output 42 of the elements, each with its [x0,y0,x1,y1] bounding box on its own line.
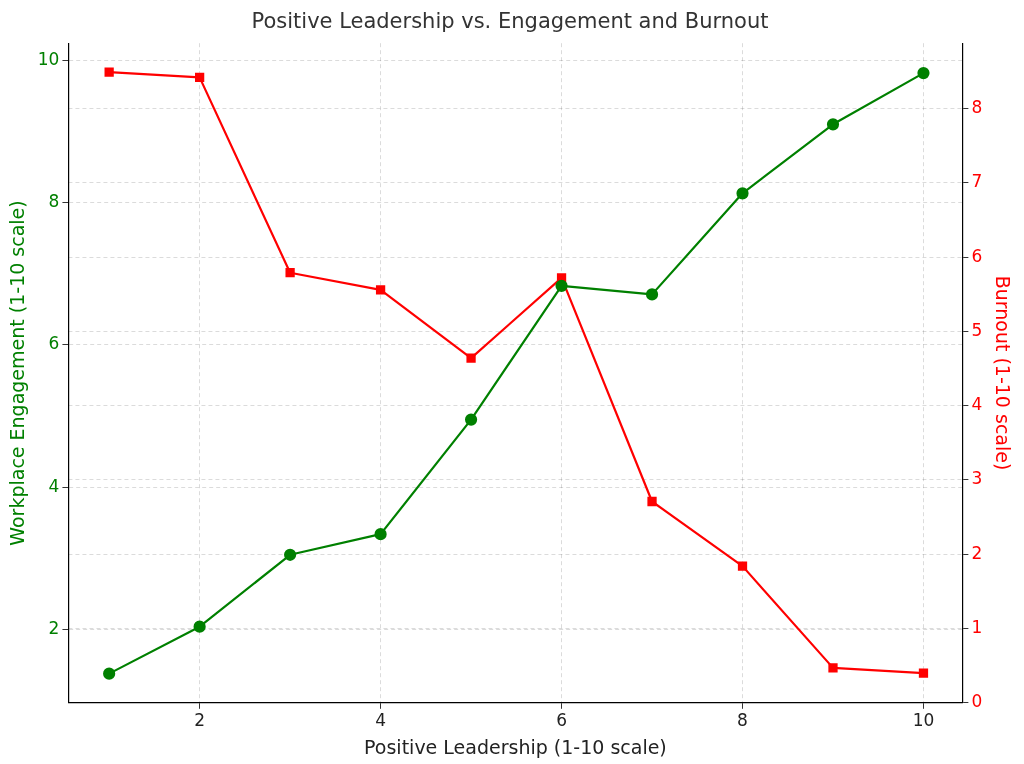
point [736,187,749,200]
y-tick-label: 4 [48,475,60,496]
chart-title: Positive Leadership vs. Engagement and Burnout [251,9,769,34]
point [647,496,657,507]
point [194,72,205,82]
y2-axis-title: Burnout (1-10 scale) [991,275,1014,471]
x-tick-label: 4 [375,710,387,731]
y2-tick-label: 1 [971,616,983,637]
point [828,663,838,673]
point [645,288,659,301]
y2-tick-label: 0 [971,691,983,712]
x-tick-label: 2 [194,710,206,731]
point [374,528,387,541]
y-axis-title: Workplace Engagement (1-10 scale) [6,200,29,546]
x-tick-label: 6 [556,710,567,731]
point [555,279,568,292]
point [918,668,929,678]
point [104,67,114,77]
point [284,548,297,561]
point [103,667,116,680]
point [917,66,930,80]
point [375,285,386,295]
y2-tick-label: 3 [971,468,983,489]
point [193,620,206,633]
y-tick-label: 10 [37,48,60,69]
y2-tick-label: 2 [971,542,983,563]
y2-tick-label: 6 [971,245,983,266]
y2-tick-label: 5 [971,319,983,340]
point [826,118,840,131]
y-tick-label: 2 [48,617,60,638]
x-axis-title: Positive Leadership (1-10 scale) [364,735,667,758]
point [737,561,748,571]
y-tick-label: 6 [48,333,60,354]
y2-tick-label: 7 [971,171,983,192]
x-tick-label: 8 [737,710,748,731]
y2-tick-label: 8 [971,96,983,117]
y2-tick-label: 4 [971,394,983,415]
x-tick-label: 10 [912,710,935,731]
y-tick-label: 8 [48,191,60,212]
point [466,353,476,363]
point [285,268,295,278]
point [464,413,478,426]
